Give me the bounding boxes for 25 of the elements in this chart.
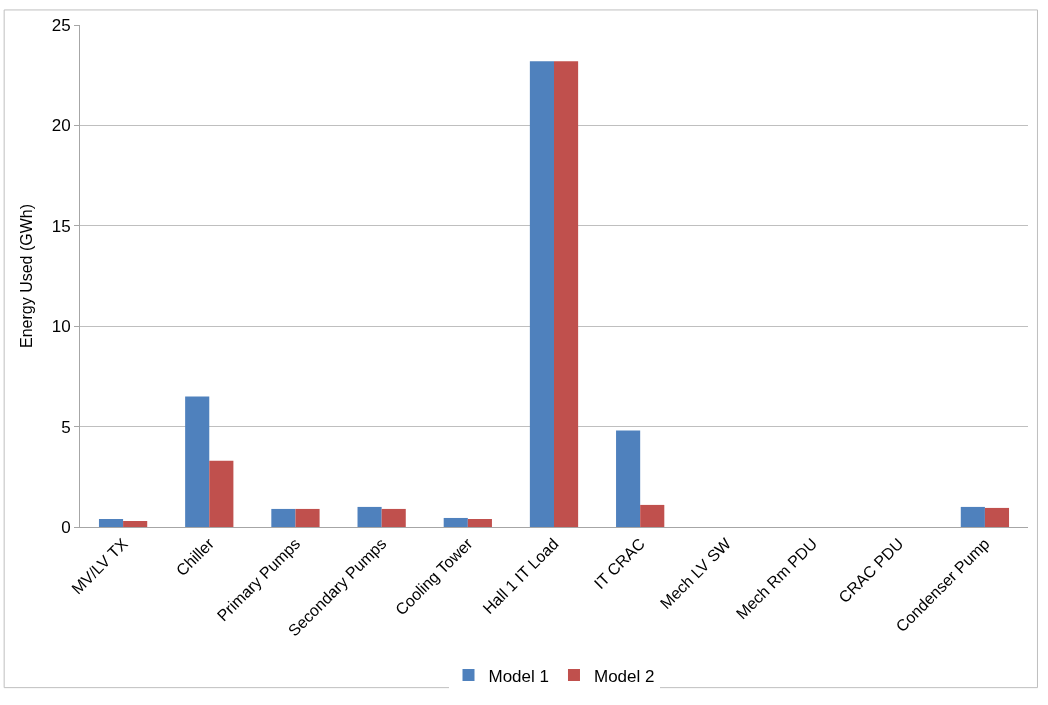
y-tick-label: 25 [51, 15, 71, 35]
bar [467, 518, 492, 527]
y-tick-label: 5 [61, 417, 71, 437]
bar [529, 61, 554, 527]
bar [209, 460, 234, 527]
bar [640, 504, 665, 527]
bar [185, 396, 210, 527]
y-tick-label: 15 [51, 216, 71, 236]
bar [295, 508, 320, 527]
bar [123, 520, 148, 527]
bar [984, 507, 1010, 527]
bar [960, 506, 985, 527]
bar [616, 430, 641, 527]
legend-label: Model 2 [593, 666, 655, 686]
y-axis-title: Energy Used (GWh) [17, 203, 35, 349]
y-tick-label: 20 [51, 116, 71, 136]
bar [443, 517, 468, 527]
bar [357, 506, 382, 527]
legend-label: Model 1 [488, 666, 549, 686]
y-tick-label: 10 [51, 317, 71, 337]
bar [271, 508, 296, 527]
bar [381, 508, 406, 527]
bar [554, 61, 579, 527]
bar [98, 518, 124, 527]
y-tick-label: 0 [61, 517, 71, 537]
